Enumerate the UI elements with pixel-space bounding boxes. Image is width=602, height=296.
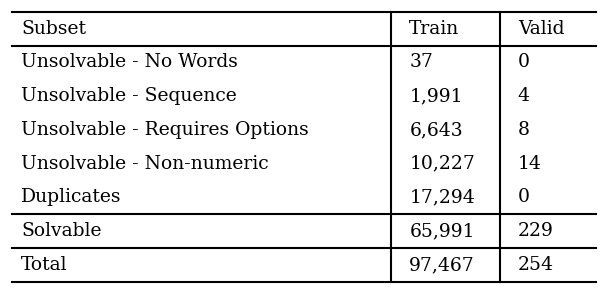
Text: 6,643: 6,643 <box>409 121 463 139</box>
Text: 10,227: 10,227 <box>409 155 475 173</box>
Text: 254: 254 <box>518 256 554 274</box>
Text: 14: 14 <box>518 155 542 173</box>
Text: Solvable: Solvable <box>21 222 102 240</box>
Text: 17,294: 17,294 <box>409 189 475 206</box>
Text: Unsolvable - Non-numeric: Unsolvable - Non-numeric <box>21 155 268 173</box>
Text: 4: 4 <box>518 87 530 105</box>
Text: Total: Total <box>21 256 67 274</box>
Text: 65,991: 65,991 <box>409 222 475 240</box>
Text: Valid: Valid <box>518 20 564 38</box>
Text: Subset: Subset <box>21 20 86 38</box>
Text: 37: 37 <box>409 54 433 71</box>
Text: Unsolvable - Requires Options: Unsolvable - Requires Options <box>21 121 309 139</box>
Text: 0: 0 <box>518 54 530 71</box>
Text: Unsolvable - No Words: Unsolvable - No Words <box>21 54 238 71</box>
Text: 1,991: 1,991 <box>409 87 463 105</box>
Text: 0: 0 <box>518 189 530 206</box>
Text: 97,467: 97,467 <box>409 256 475 274</box>
Text: Unsolvable - Sequence: Unsolvable - Sequence <box>21 87 237 105</box>
Text: 229: 229 <box>518 222 554 240</box>
Text: 8: 8 <box>518 121 530 139</box>
Text: Duplicates: Duplicates <box>21 189 122 206</box>
Text: Train: Train <box>409 20 459 38</box>
